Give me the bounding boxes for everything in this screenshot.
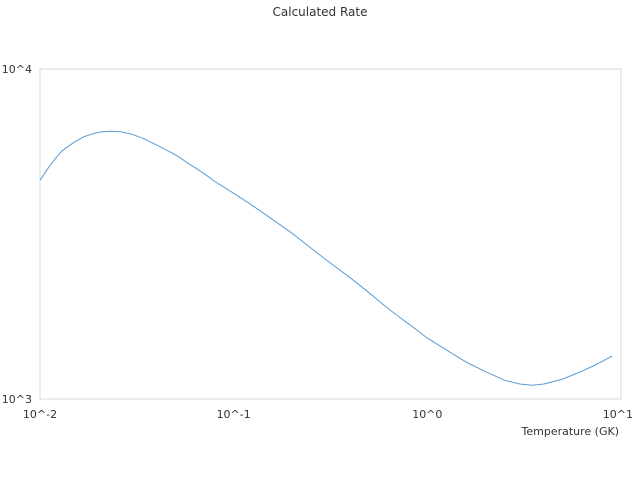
y-tick-label: 10^3 [2, 393, 32, 406]
x-tick-label: 10^0 [412, 408, 442, 421]
x-tick-label: 10^-1 [217, 408, 251, 421]
plot-area-border [39, 68, 622, 400]
x-axis-label: Temperature (GK) [521, 425, 620, 438]
y-axis-ticks: 10^3 10^4 [2, 63, 32, 406]
x-tick-label: 10^1 [603, 408, 633, 421]
x-tick-label: 10^-2 [23, 408, 57, 421]
x-axis-ticks: 10^-2 10^-1 10^0 10^1 [23, 408, 633, 421]
chart-title: Calculated Rate [273, 5, 368, 19]
series-line [39, 130, 613, 386]
series-group [39, 130, 613, 386]
y-tick-label: 10^4 [2, 63, 32, 76]
